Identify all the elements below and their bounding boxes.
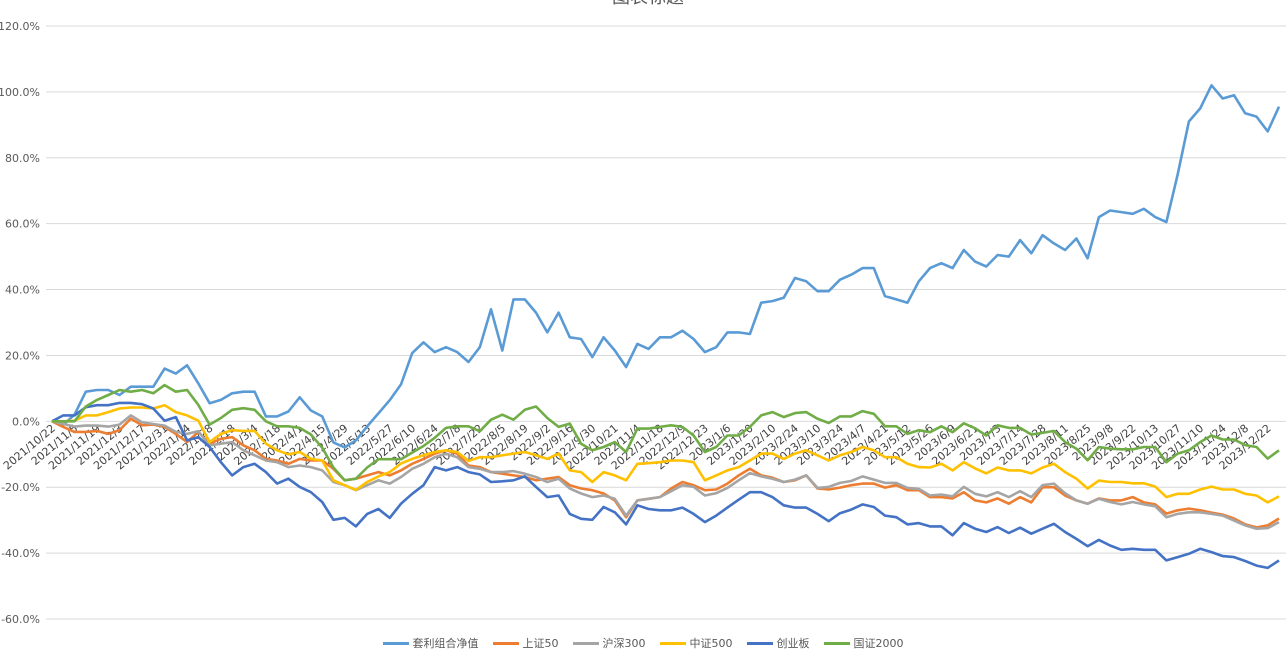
y-tick-label: -60.0%: [1, 613, 40, 626]
legend: 套利组合净值 上证50 沪深300 中证500 创业板 国证2000: [0, 635, 1286, 651]
series-points-5: [51, 385, 1280, 481]
y-tick-label: 0.0%: [12, 415, 40, 428]
y-tick-label: 20.0%: [5, 349, 40, 362]
gridlines: [46, 25, 1286, 620]
y-tick-label: 80.0%: [5, 152, 40, 165]
legend-label: 套利组合净值: [412, 637, 479, 650]
series-line-5: [52, 383, 1280, 482]
legend-swatch: [659, 641, 686, 645]
legend-swatch: [492, 641, 519, 645]
series-points-4: [51, 402, 1280, 568]
legend-swatch: [572, 641, 599, 645]
series-line-4: [51, 401, 1280, 570]
series-points-3: [51, 405, 1280, 503]
legend-item: 上证50: [492, 635, 559, 651]
legend-item: 沪深300: [572, 635, 646, 651]
legend-label: 沪深300: [602, 637, 646, 650]
y-tick-label: 40.0%: [5, 284, 40, 297]
legend-swatch: [823, 641, 850, 645]
legend-item: 国证2000: [823, 635, 904, 651]
legend-label: 上证50: [522, 637, 559, 650]
y-tick-label: 100.0%: [0, 86, 40, 99]
legend-label: 国证2000: [853, 637, 904, 650]
series-line-2: [51, 414, 1280, 531]
y-tick-label: 60.0%: [5, 218, 40, 231]
chart-title: 图表标题: [612, 0, 684, 8]
legend-label: 中证500: [689, 637, 733, 650]
y-tick-label: 120.0%: [0, 20, 40, 33]
series-points-1: [51, 418, 1280, 528]
legend-swatch: [382, 641, 409, 645]
legend-swatch: [746, 641, 773, 645]
series-line-3: [52, 403, 1280, 504]
series-lines: [51, 84, 1281, 570]
legend-item: 中证500: [659, 635, 733, 651]
y-tick-label: -40.0%: [1, 547, 40, 560]
legend-item: 创业板: [746, 635, 810, 651]
legend-label: 创业板: [776, 637, 810, 650]
legend-item: 套利组合净值: [382, 635, 479, 651]
series-line-0: [51, 84, 1281, 449]
y-tick-label: -20.0%: [1, 481, 40, 494]
y-axis: -60.0% -40.0% -20.0% 0.0% 20.0% 40.0% 60.0% 80.…: [0, 20, 40, 626]
